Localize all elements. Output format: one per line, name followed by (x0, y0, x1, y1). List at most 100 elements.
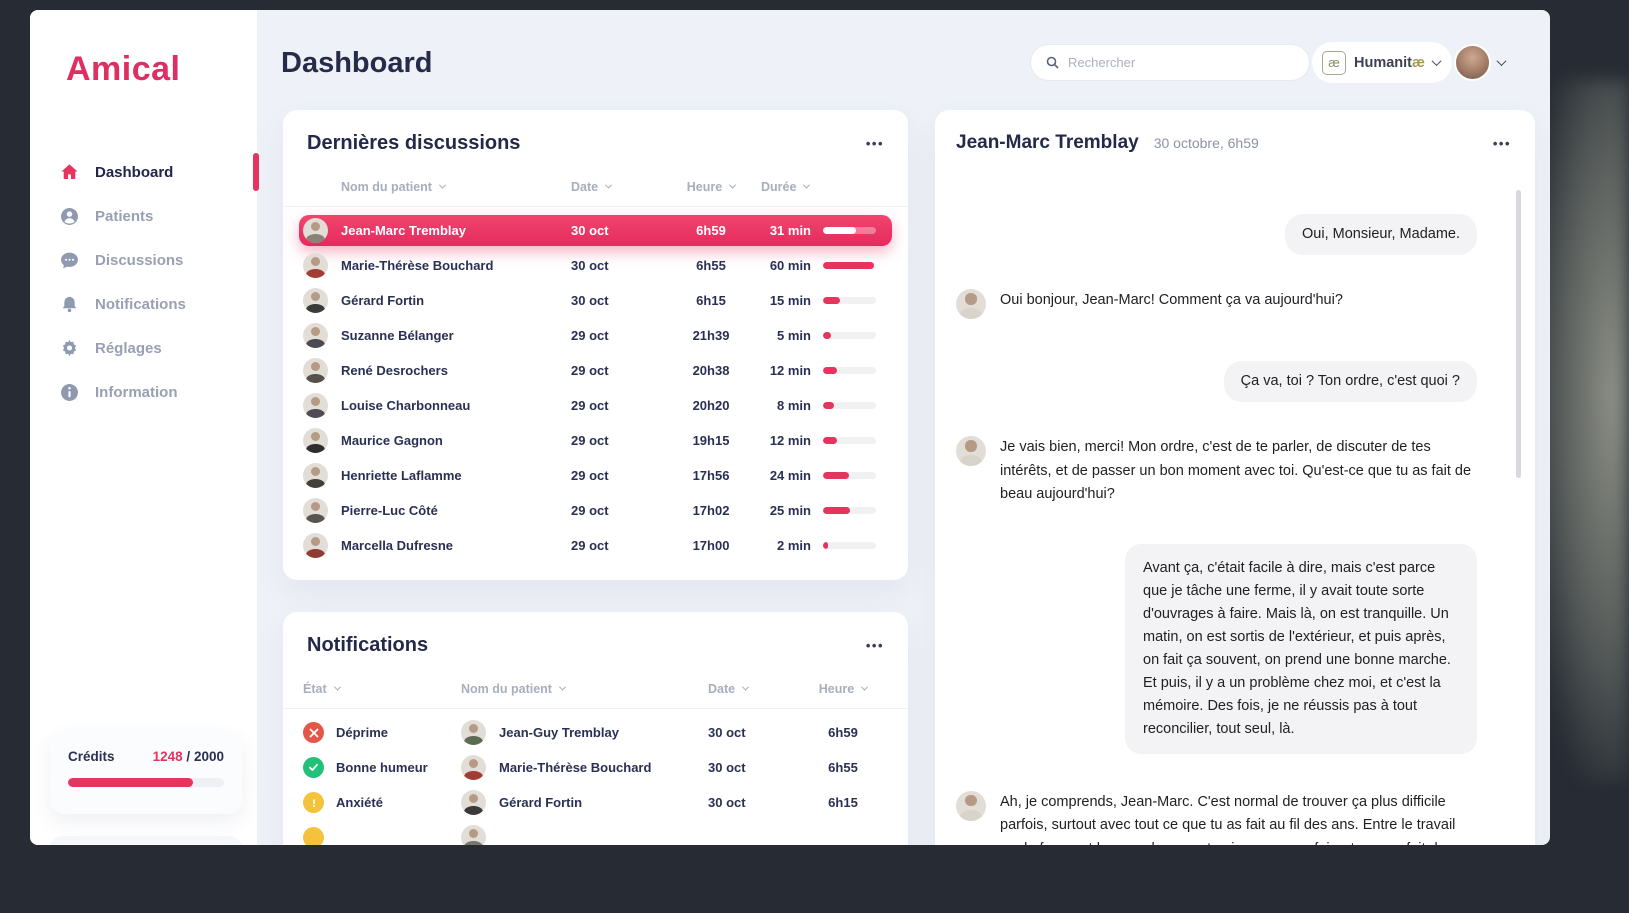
table-row[interactable]: Suzanne Bélanger 29 oct 21h39 5 min (303, 318, 888, 353)
column-name[interactable]: Nom du patient (461, 682, 708, 696)
table-row[interactable]: Gérard Fortin 30 oct 6h15 15 min (303, 283, 888, 318)
more-options-icon[interactable]: ••• (1492, 136, 1511, 151)
avatar (956, 289, 986, 319)
chat-message-outgoing: Ça va, toi ? Ton ordre, c'est quoi ? (956, 361, 1477, 402)
sidebar-item-label: Patients (95, 207, 154, 225)
sort-chevron-icon (861, 683, 869, 691)
more-options-icon[interactable]: ••• (865, 637, 884, 653)
notifications-table-header: État Nom du patient Date Heure (283, 669, 908, 709)
search-input[interactable]: Rechercher (1030, 44, 1310, 81)
search-placeholder: Rechercher (1068, 55, 1136, 70)
duration-bar-fill (823, 437, 838, 444)
credits-progress-track (68, 778, 224, 787)
discussions-table-header: Nom du patient Date Heure Durée (283, 167, 908, 207)
chat-bubble-icon (60, 251, 79, 270)
avatar (303, 288, 328, 313)
duration-bar (823, 227, 876, 234)
avatar (956, 790, 986, 821)
check-circle-icon (303, 757, 324, 778)
duration-bar-fill (823, 507, 851, 514)
credits-used: 1248 (152, 749, 183, 764)
message-bubble: Ça va, toi ? Ton ordre, c'est quoi ? (1223, 361, 1477, 402)
sidebar-item-information[interactable]: Information (30, 370, 257, 414)
sidebar-item-dashboard[interactable]: Dashboard (30, 150, 259, 194)
duration-bar (823, 507, 876, 514)
column-status[interactable]: État (303, 682, 461, 696)
discussion-time: 17h00 (692, 538, 730, 553)
table-row[interactable]: Henriette Laflamme 29 oct 17h56 24 min (303, 458, 888, 493)
column-name[interactable]: Nom du patient (341, 180, 571, 194)
alert-circle-icon (303, 792, 324, 813)
more-options-icon[interactable]: ••• (865, 135, 884, 151)
discussion-duration: 15 min (769, 293, 811, 308)
sidebar-item-label: Réglages (95, 339, 162, 357)
column-duration[interactable]: Durée (761, 180, 823, 194)
duration-bar (823, 332, 876, 339)
duration-bar (823, 262, 876, 269)
status-label: Déprime (336, 725, 389, 740)
avatar (461, 825, 486, 845)
sort-chevron-icon (803, 181, 811, 189)
notification-time: 6h55 (828, 760, 858, 775)
discussion-date: 29 oct (571, 433, 609, 448)
org-selector[interactable]: æ Humanitæ (1312, 42, 1452, 83)
table-row[interactable]: Marcella Dufresne 29 oct 17h00 2 min (303, 528, 888, 563)
user-avatar[interactable] (1454, 44, 1491, 81)
chat-panel: Jean-Marc Tremblay 30 octobre, 6h59 ••• … (935, 110, 1535, 845)
discussion-time: 20h38 (692, 363, 730, 378)
discussion-time: 17h02 (692, 503, 730, 518)
credits-card: Crédits 1248 / 2000 (50, 732, 242, 814)
sidebar-item-notifications[interactable]: Notifications (30, 282, 257, 326)
org-name: Humanitæ (1354, 55, 1425, 71)
notification-time: 6h15 (828, 795, 858, 810)
column-time[interactable]: Heure (818, 682, 869, 696)
notification-date: 30 oct (708, 795, 746, 810)
avatar (461, 790, 486, 815)
user-menu-chevron-icon[interactable] (1496, 56, 1507, 67)
discussion-time: 6h59 (696, 223, 726, 238)
credits-total: 2000 (193, 749, 224, 764)
message-text: Ah, je comprends, Jean-Marc. C'est norma… (1000, 793, 1456, 846)
table-row[interactable]: Pierre-Luc Côté 29 oct 17h02 25 min (303, 493, 888, 528)
info-icon (60, 383, 79, 402)
sidebar-item-label: Information (95, 383, 178, 401)
chat-message-incoming: Ah, je comprends, Jean-Marc. C'est norma… (956, 790, 1477, 846)
sidebar-item-discussions[interactable]: Discussions (30, 238, 257, 282)
duration-bar (823, 367, 876, 374)
avatar (461, 720, 486, 745)
avatar (303, 393, 328, 418)
table-row[interactable]: Jean-Marc Tremblay 30 oct 6h59 31 min (299, 213, 892, 248)
patient-name: Suzanne Bélanger (341, 328, 454, 343)
chat-messages: Oui, Monsieur, Madame. Oui bonjour, Jean… (935, 154, 1535, 845)
table-row[interactable]: Maurice Gagnon 29 oct 19h15 12 min (303, 423, 888, 458)
chat-patient-name: Jean-Marc Tremblay (956, 132, 1139, 153)
sort-chevron-icon (729, 181, 737, 189)
avatar (303, 358, 328, 383)
column-date[interactable]: Date (571, 180, 661, 194)
chevron-down-icon (1431, 56, 1442, 67)
duration-bar-fill (823, 297, 841, 304)
list-item[interactable]: Déprime Jean-Guy Tremblay 30 oct 6h59 (303, 715, 888, 750)
duration-bar (823, 402, 876, 409)
patient-name: Gérard Fortin (499, 795, 583, 810)
duration-bar (823, 472, 876, 479)
list-item[interactable]: Bonne humeur Marie-Thérèse Bouchard 30 o… (303, 750, 888, 785)
gear-icon (60, 339, 79, 358)
table-row[interactable]: Marie-Thérèse Bouchard 30 oct 6h55 60 mi… (303, 248, 888, 283)
list-item[interactable]: Anxiété Gérard Fortin 30 oct 6h15 (303, 785, 888, 820)
discussions-rows: Jean-Marc Tremblay 30 oct 6h59 31 min Ma… (283, 207, 908, 563)
list-item[interactable] (303, 820, 888, 845)
discussions-title: Dernières discussions (307, 132, 521, 154)
duration-bar (823, 437, 876, 444)
notifications-title: Notifications (307, 634, 429, 656)
sidebar-item-reglages[interactable]: Réglages (30, 326, 257, 370)
column-time[interactable]: Heure (661, 180, 761, 194)
scrollbar[interactable] (1516, 190, 1521, 478)
column-date[interactable]: Date (708, 682, 818, 696)
notifications-rows: Déprime Jean-Guy Tremblay 30 oct 6h59 Bo… (283, 709, 908, 845)
table-row[interactable]: René Desrochers 29 oct 20h38 12 min (303, 353, 888, 388)
table-row[interactable]: Louise Charbonneau 29 oct 20h20 8 min (303, 388, 888, 423)
sidebar-item-patients[interactable]: Patients (30, 194, 257, 238)
patient-name: Marie-Thérèse Bouchard (499, 760, 652, 775)
patient-name: Maurice Gagnon (341, 433, 443, 448)
